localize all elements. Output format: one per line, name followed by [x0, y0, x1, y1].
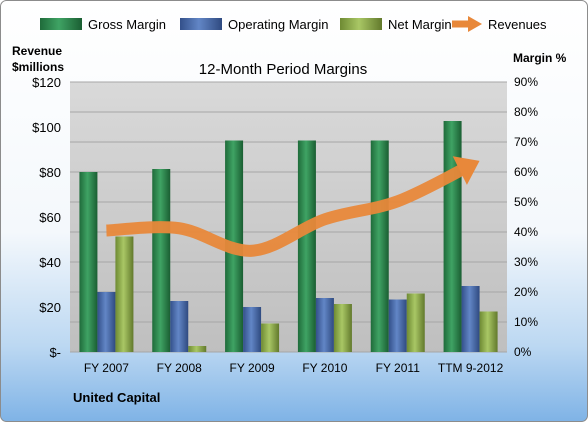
footer-label: United Capital: [73, 390, 160, 405]
left-axis-label-line2: $millions: [12, 60, 64, 74]
bar: [388, 299, 407, 352]
category-label: FY 2011: [376, 361, 421, 375]
right-tick-label: 60%: [514, 165, 538, 179]
left-axis-ticks: $- $20 $40 $60 $80 $100 $120: [32, 75, 61, 360]
right-tick-label: 80%: [514, 105, 538, 119]
bar: [97, 292, 116, 352]
category-label: FY 2009: [230, 361, 275, 375]
bar: [370, 140, 389, 352]
bar: [479, 311, 498, 352]
bar: [243, 307, 262, 352]
chart-title: 12-Month Period Margins: [199, 61, 367, 78]
category-label: FY 2008: [157, 361, 202, 375]
revenue-line-group: [106, 156, 480, 257]
right-tick-label: 20%: [514, 285, 538, 299]
bar: [115, 236, 134, 352]
category-labels: FY 2007 FY 2008 FY 2009 FY 2010 FY 2011 TTM 9…: [84, 361, 504, 375]
bar: [261, 323, 280, 352]
legend-swatch-arrow: [468, 16, 482, 32]
plot-area: [70, 82, 507, 352]
left-axis-label-line1: Revenue: [12, 44, 62, 58]
category-label: FY 2010: [302, 361, 347, 375]
legend: Gross Margin Operating Margin Net Margin Re…: [40, 16, 547, 32]
bar: [461, 286, 480, 352]
left-tick-label: $120: [32, 75, 61, 90]
legend-swatch: [40, 18, 82, 30]
category-label: TTM 9-2012: [438, 361, 504, 375]
revenue-line-arrowhead: [452, 156, 480, 185]
category-label: FY 2007: [84, 361, 129, 375]
bar: [406, 293, 425, 352]
right-axis-label: Margin %: [513, 51, 567, 65]
bar: [188, 346, 207, 352]
right-tick-label: 0%: [514, 345, 532, 359]
bar: [315, 298, 334, 352]
legend-swatch: [340, 18, 382, 30]
legend-label: Net Margin: [388, 17, 452, 32]
revenue-line: [106, 159, 474, 257]
left-tick-label: $40: [39, 255, 61, 270]
bar: [333, 304, 352, 352]
legend-label: Revenues: [488, 17, 547, 32]
right-tick-label: 40%: [514, 225, 538, 239]
legend-label: Gross Margin: [88, 17, 166, 32]
right-axis-ticks: 0% 10% 20% 30% 40% 50% 60% 70% 80% 90%: [514, 75, 538, 359]
bar: [79, 172, 98, 352]
legend-label: Operating Margin: [228, 17, 328, 32]
right-tick-label: 70%: [514, 135, 538, 149]
gridlines: [70, 81, 507, 353]
bar: [443, 121, 462, 352]
right-tick-label: 90%: [514, 75, 538, 89]
bar: [297, 140, 316, 352]
left-tick-label: $-: [49, 345, 61, 360]
left-tick-label: $60: [39, 210, 61, 225]
left-tick-label: $80: [39, 165, 61, 180]
right-tick-label: 30%: [514, 255, 538, 269]
left-tick-label: $20: [39, 300, 61, 315]
bar: [152, 169, 171, 352]
bar: [170, 301, 189, 352]
right-tick-label: 50%: [514, 195, 538, 209]
right-tick-label: 10%: [514, 315, 538, 329]
left-tick-label: $100: [32, 120, 61, 135]
legend-swatch: [180, 18, 222, 30]
